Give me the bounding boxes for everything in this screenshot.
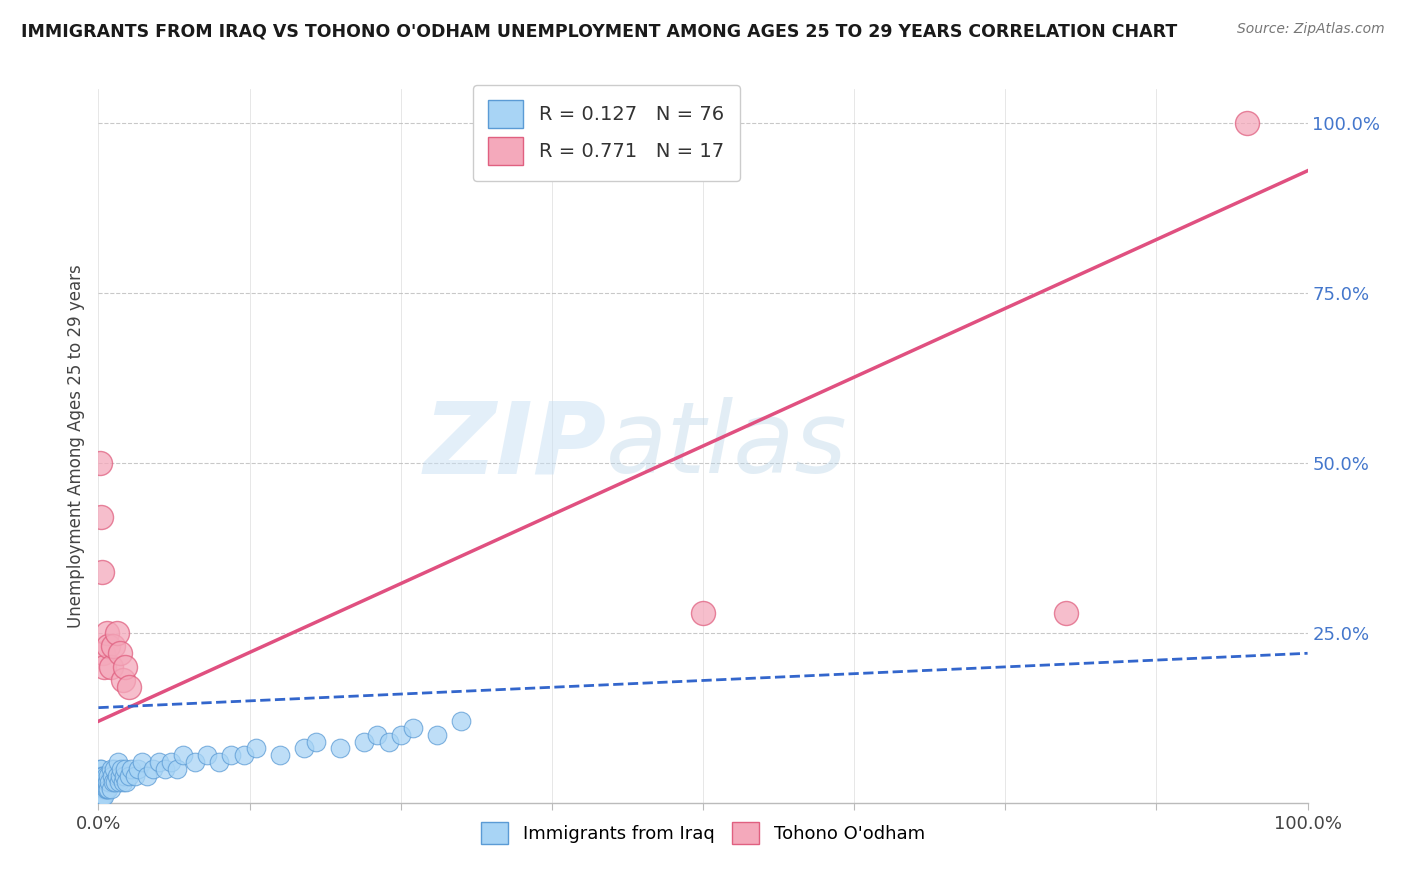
Point <box>377 734 399 748</box>
Point <box>160 755 183 769</box>
Point <box>91 775 114 789</box>
Point <box>114 762 136 776</box>
Point <box>426 728 449 742</box>
Point <box>127 762 149 776</box>
Point <box>90 789 112 803</box>
Point <box>195 748 218 763</box>
Point <box>91 782 114 797</box>
Point <box>153 762 176 776</box>
Point <box>142 762 165 776</box>
Point <box>91 789 114 803</box>
Point <box>94 769 117 783</box>
Point <box>91 775 114 789</box>
Point <box>93 775 115 789</box>
Point <box>101 640 124 654</box>
Point <box>91 565 114 579</box>
Point <box>90 782 112 797</box>
Y-axis label: Unemployment Among Ages 25 to 29 years: Unemployment Among Ages 25 to 29 years <box>66 264 84 628</box>
Point <box>402 721 425 735</box>
Point <box>110 762 132 776</box>
Point <box>90 510 112 524</box>
Point <box>305 734 328 748</box>
Point <box>90 762 112 776</box>
Point <box>111 673 134 688</box>
Point <box>114 660 136 674</box>
Point <box>329 741 352 756</box>
Point <box>105 769 128 783</box>
Point <box>91 782 114 797</box>
Point <box>91 775 114 789</box>
Point <box>269 748 291 763</box>
Point <box>91 646 114 660</box>
Point <box>108 775 131 789</box>
Point <box>450 714 472 729</box>
Point <box>1236 116 1258 130</box>
Point <box>96 626 118 640</box>
Point <box>91 789 114 803</box>
Point <box>89 456 111 470</box>
Text: atlas: atlas <box>606 398 848 494</box>
Point <box>89 775 111 789</box>
Point <box>94 782 117 797</box>
Point <box>90 769 112 783</box>
Point <box>112 769 135 783</box>
Point <box>93 789 115 803</box>
Point <box>91 769 114 783</box>
Point <box>366 728 388 742</box>
Point <box>90 789 112 803</box>
Point <box>107 755 129 769</box>
Point <box>96 782 118 797</box>
Point <box>221 748 243 763</box>
Point <box>89 769 111 783</box>
Point <box>93 660 115 674</box>
Point <box>89 789 111 803</box>
Point <box>101 775 124 789</box>
Point <box>103 762 125 776</box>
Point <box>118 769 141 783</box>
Point <box>97 769 120 783</box>
Point <box>245 741 267 756</box>
Point <box>184 755 207 769</box>
Point <box>115 775 138 789</box>
Point <box>1054 606 1077 620</box>
Point <box>120 762 142 776</box>
Point <box>97 640 120 654</box>
Point <box>111 775 134 789</box>
Point <box>105 626 128 640</box>
Point <box>389 728 412 742</box>
Point <box>104 775 127 789</box>
Point <box>89 782 111 797</box>
Point <box>353 734 375 748</box>
Point <box>232 748 254 763</box>
Point <box>208 755 231 769</box>
Text: ZIP: ZIP <box>423 398 606 494</box>
Point <box>108 769 131 783</box>
Point <box>91 769 114 783</box>
Point <box>90 775 112 789</box>
Point <box>89 762 111 776</box>
Point <box>292 741 315 756</box>
Legend: Immigrants from Iraq, Tohono O'odham: Immigrants from Iraq, Tohono O'odham <box>474 814 932 851</box>
Point <box>91 782 114 797</box>
Point <box>135 769 157 783</box>
Point <box>118 680 141 694</box>
Point <box>131 755 153 769</box>
Point <box>166 762 188 776</box>
Point <box>100 769 122 783</box>
Point <box>692 606 714 620</box>
Point <box>124 769 146 783</box>
Point <box>148 755 170 769</box>
Point <box>93 782 115 797</box>
Text: IMMIGRANTS FROM IRAQ VS TOHONO O'ODHAM UNEMPLOYMENT AMONG AGES 25 TO 29 YEARS CO: IMMIGRANTS FROM IRAQ VS TOHONO O'ODHAM U… <box>21 22 1177 40</box>
Point <box>100 660 122 674</box>
Text: Source: ZipAtlas.com: Source: ZipAtlas.com <box>1237 22 1385 37</box>
Point <box>98 775 121 789</box>
Point <box>172 748 194 763</box>
Point <box>97 782 120 797</box>
Point <box>108 646 131 660</box>
Point <box>100 782 122 797</box>
Point <box>100 762 122 776</box>
Point <box>90 782 112 797</box>
Point <box>96 775 118 789</box>
